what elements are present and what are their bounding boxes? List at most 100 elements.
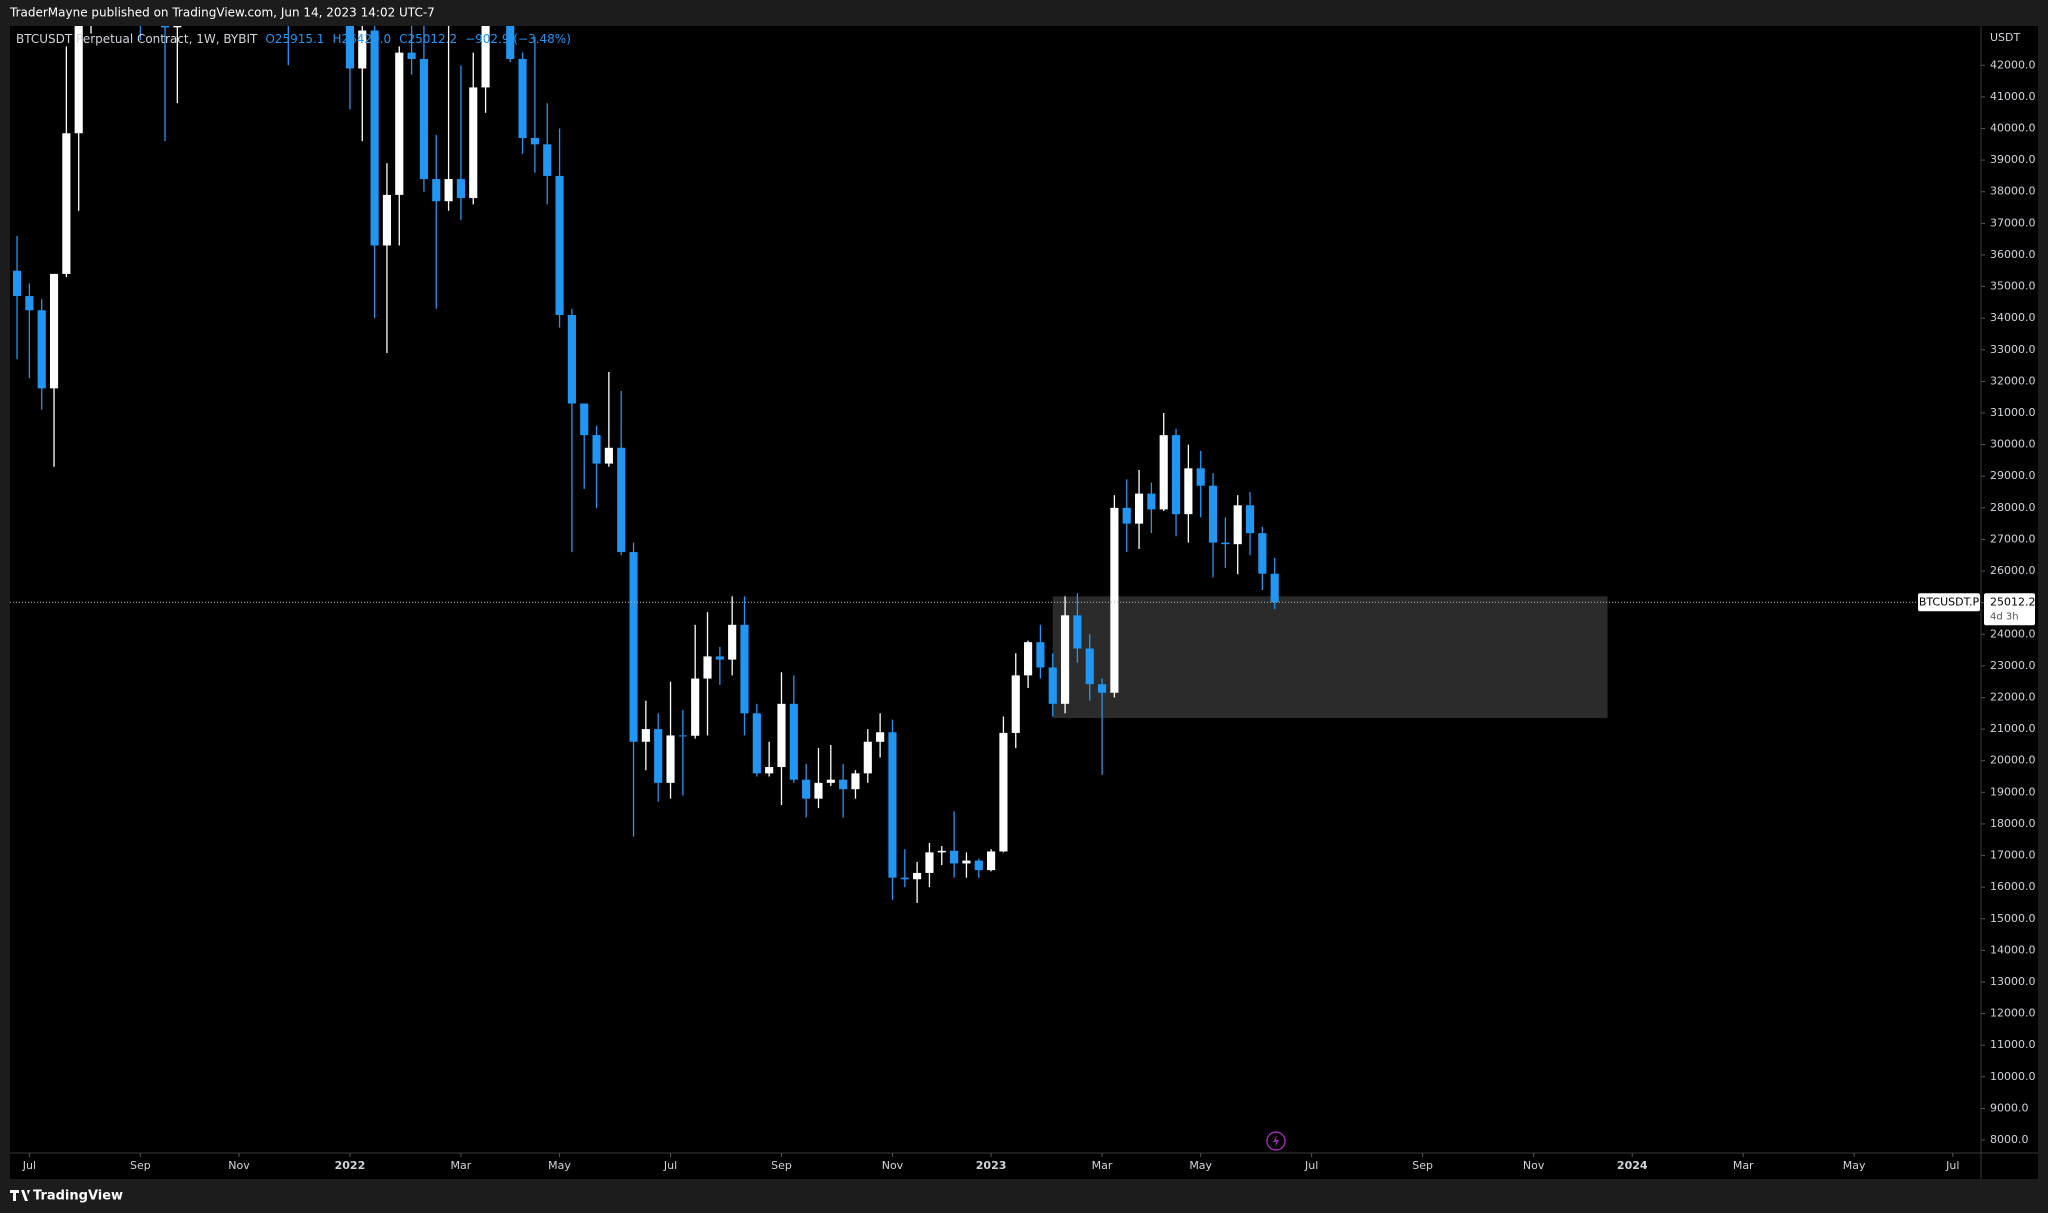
y-tick-label: 20000.0 bbox=[1990, 754, 2036, 767]
candle-body bbox=[395, 52, 404, 195]
x-tick-label: Jul bbox=[663, 1159, 677, 1172]
x-tick-label: Mar bbox=[451, 1159, 472, 1172]
candle-body bbox=[999, 732, 1008, 852]
candle-body bbox=[691, 678, 700, 736]
candle-body bbox=[1159, 435, 1168, 510]
y-tick-label: 15000.0 bbox=[1990, 912, 2036, 925]
y-tick-label: 41000.0 bbox=[1990, 90, 2036, 103]
candle-body bbox=[728, 624, 737, 660]
candle-body bbox=[851, 773, 860, 790]
y-tick-label: 39000.0 bbox=[1990, 153, 2036, 166]
candle-body bbox=[25, 296, 34, 311]
candle-body bbox=[629, 552, 638, 742]
candle-body bbox=[740, 624, 749, 714]
candle-body bbox=[555, 175, 564, 316]
x-tick-label: Jul bbox=[1304, 1159, 1318, 1172]
candle-body bbox=[641, 729, 650, 742]
candle-body bbox=[1208, 485, 1218, 543]
y-tick-label: 38000.0 bbox=[1990, 185, 2036, 198]
event-icon-ring bbox=[1266, 1131, 1286, 1151]
candle-body bbox=[604, 447, 613, 464]
x-tick-label: Jul bbox=[1945, 1159, 1959, 1172]
y-tick-label: 36000.0 bbox=[1990, 248, 2036, 261]
candle-body bbox=[888, 732, 897, 878]
candle-body bbox=[345, 26, 355, 69]
candle-body bbox=[802, 779, 811, 799]
x-tick-label: Jul bbox=[22, 1159, 36, 1172]
candle-body bbox=[715, 656, 724, 660]
candle-body bbox=[789, 703, 798, 780]
y-tick-label: 10000.0 bbox=[1990, 1070, 2036, 1083]
high-value: H26420.0 bbox=[332, 32, 391, 46]
candle-body bbox=[1270, 573, 1279, 603]
currency-label: USDT bbox=[1990, 31, 2021, 44]
candle-body bbox=[826, 779, 835, 783]
candle-body bbox=[382, 194, 392, 246]
y-tick-label: 13000.0 bbox=[1990, 975, 2036, 988]
candle-body bbox=[1258, 533, 1267, 574]
candle-body bbox=[469, 87, 478, 199]
candle-body bbox=[432, 179, 441, 202]
candle-body bbox=[678, 735, 687, 737]
x-tick-label: May bbox=[1189, 1159, 1212, 1172]
candle-body bbox=[1085, 648, 1094, 685]
brand-name: TradingView bbox=[33, 1189, 123, 1204]
candle-body bbox=[1122, 507, 1131, 524]
y-tick-label: 34000.0 bbox=[1990, 311, 2036, 324]
candle-body bbox=[407, 52, 416, 59]
candle-body bbox=[481, 26, 490, 88]
x-tick-label: Nov bbox=[228, 1159, 250, 1172]
y-tick-label: 33000.0 bbox=[1990, 343, 2036, 356]
candle-body bbox=[518, 58, 527, 138]
candle-body bbox=[456, 179, 465, 199]
event-icon-bolt bbox=[1273, 1135, 1279, 1147]
x-tick-label: Nov bbox=[1523, 1159, 1545, 1172]
symbol-tag-box bbox=[1918, 593, 1980, 612]
x-tick-label: Sep bbox=[771, 1159, 792, 1172]
y-tick-label: 16000.0 bbox=[1990, 880, 2036, 893]
candle-body bbox=[863, 741, 872, 774]
candle-body bbox=[74, 26, 83, 134]
candle-body bbox=[1073, 615, 1082, 649]
y-tick-label: 28000.0 bbox=[1990, 501, 2036, 514]
candle-body bbox=[1024, 642, 1033, 676]
y-tick-label: 17000.0 bbox=[1990, 849, 2036, 862]
candle-body bbox=[419, 58, 428, 180]
candle-body bbox=[876, 732, 885, 742]
x-tick-label: Nov bbox=[882, 1159, 904, 1172]
candle-body bbox=[666, 735, 675, 783]
candle-body bbox=[1233, 505, 1242, 545]
brand-mark bbox=[10, 1190, 30, 1201]
candle-body bbox=[1061, 615, 1070, 704]
y-tick-label: 11000.0 bbox=[1990, 1038, 2036, 1051]
symbol: BTCUSDT Perpetual Contract, 1W, BYBIT bbox=[16, 32, 258, 46]
y-tick-label: 26000.0 bbox=[1990, 564, 2036, 577]
candle-body bbox=[913, 872, 922, 880]
candle-body bbox=[1245, 505, 1255, 534]
candle-body bbox=[937, 850, 946, 853]
symbol-tag: BTCUSDT.P bbox=[1919, 595, 1980, 608]
candle-body bbox=[1147, 493, 1156, 510]
y-tick-label: 32000.0 bbox=[1990, 374, 2036, 387]
candle-body bbox=[1048, 667, 1057, 704]
candle-body bbox=[1097, 684, 1107, 693]
y-tick-label: 14000.0 bbox=[1990, 943, 2036, 956]
candle-body bbox=[530, 137, 539, 145]
event-icon bbox=[1266, 1131, 1286, 1151]
candle-body bbox=[543, 144, 552, 176]
y-tick-label: 31000.0 bbox=[1990, 406, 2036, 419]
candle-body bbox=[1184, 468, 1193, 515]
brand-logo: TradingView bbox=[10, 1189, 123, 1204]
plot-area bbox=[12, 26, 1608, 903]
x-tick-label: May bbox=[1843, 1159, 1866, 1172]
candle-body bbox=[777, 703, 786, 768]
candle-body bbox=[358, 30, 367, 69]
candle-body bbox=[580, 403, 589, 436]
open-value: O25915.1 bbox=[265, 32, 324, 46]
candle-body bbox=[160, 26, 170, 28]
y-tick-label: 29000.0 bbox=[1990, 469, 2036, 482]
close-value: C25012.2 bbox=[399, 32, 457, 46]
candle-body bbox=[1134, 493, 1144, 524]
